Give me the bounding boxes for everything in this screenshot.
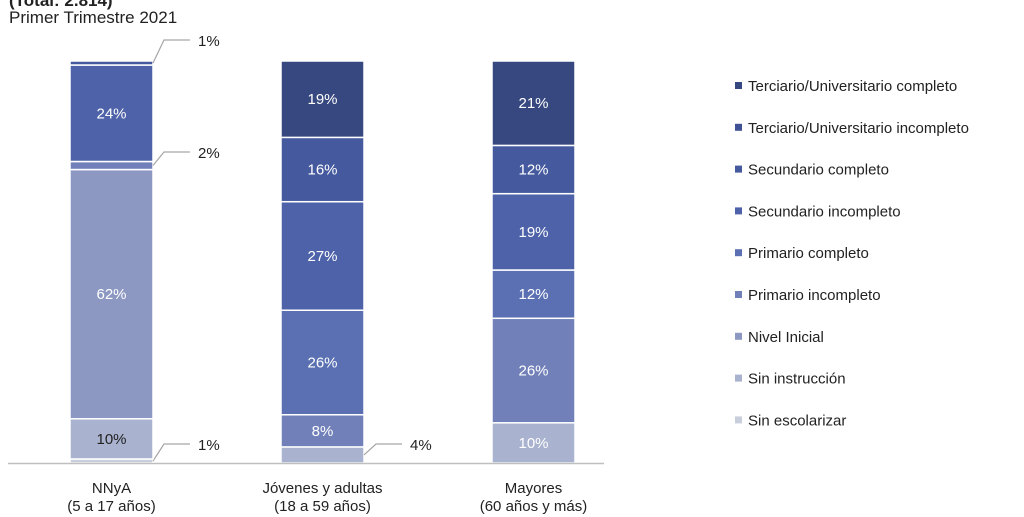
data-label: 12% — [518, 286, 548, 303]
bar-segment — [491, 144, 576, 195]
data-label: 27% — [307, 248, 337, 265]
legend-swatch — [735, 416, 742, 424]
callout-leader — [152, 151, 190, 166]
data-label: 2% — [198, 145, 220, 162]
bar-segment — [491, 192, 576, 271]
legend-label: Secundario completo — [748, 162, 889, 179]
legend-swatch — [735, 374, 742, 382]
data-label: 4% — [410, 437, 432, 454]
data-label: 24% — [96, 105, 126, 122]
data-label: 62% — [96, 286, 126, 303]
category-label: (5 a 17 años) — [67, 498, 155, 515]
bar-segment — [280, 446, 365, 464]
callout-leader — [152, 39, 190, 64]
data-label: 10% — [96, 431, 126, 448]
legend-label: Terciario/Universitario completo — [748, 78, 957, 95]
legend-label: Sin escolarizar — [748, 412, 846, 429]
category-label: NNyA — [92, 480, 131, 497]
data-label: 16% — [307, 162, 337, 179]
legend-label: Primario incompleto — [748, 287, 881, 304]
category-label: (18 a 59 años) — [274, 498, 371, 515]
legend-swatch — [735, 291, 742, 298]
legend-swatch — [735, 207, 742, 215]
data-label: 1% — [198, 437, 220, 454]
bar-segment — [491, 422, 576, 464]
bar-segment — [280, 414, 365, 448]
callout-leader — [363, 443, 402, 456]
callout-leader — [152, 443, 190, 462]
legend-label: Terciario/Universitario incompleto — [748, 120, 969, 137]
bar-segment — [491, 60, 576, 147]
bar-segment — [280, 60, 365, 139]
legend-swatch — [735, 123, 742, 131]
legend-swatch — [735, 332, 742, 340]
bar-segment — [69, 64, 154, 163]
bar-segment — [491, 317, 576, 424]
bar-segment — [69, 418, 154, 460]
bar-segment — [69, 160, 154, 171]
legend-swatch — [735, 82, 742, 89]
bar-segment — [491, 269, 576, 320]
data-label: 26% — [518, 363, 548, 380]
category-label: Mayores — [505, 480, 563, 497]
bar-segment — [280, 309, 365, 416]
chart-subtitle: Primer Trimestre 2021 — [9, 8, 178, 27]
legend-label: Sin instrucción — [748, 371, 846, 388]
data-label: 19% — [307, 91, 337, 108]
data-label: 21% — [518, 95, 548, 112]
data-label: 10% — [518, 435, 548, 452]
bar-segment — [280, 200, 365, 311]
legend-label: Primario completo — [748, 245, 869, 262]
chart-title: (Total: 2.814) — [9, 0, 113, 10]
data-label: 12% — [518, 162, 548, 179]
bar-segment — [69, 60, 154, 66]
legend-label: Secundario incompleto — [748, 203, 901, 220]
data-label: 8% — [312, 423, 334, 440]
data-label: 19% — [518, 224, 548, 241]
legend-swatch — [735, 249, 742, 257]
category-label: Jóvenes y adultas — [262, 480, 382, 497]
data-label: 26% — [307, 355, 337, 372]
legend-label: Nivel Inicial — [748, 329, 824, 346]
legend-swatch — [735, 165, 742, 173]
data-label: 1% — [198, 33, 220, 50]
bar-segment — [69, 168, 154, 420]
category-label: (60 años y más) — [480, 498, 588, 515]
